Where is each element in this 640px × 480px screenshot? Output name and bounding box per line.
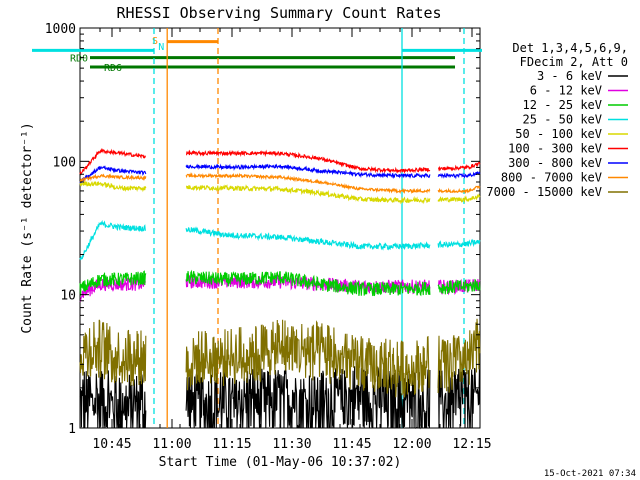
series-line: [437, 171, 481, 180]
y-axis-label: Count Rate (s⁻¹ detector⁻¹): [20, 122, 35, 333]
series-line: [79, 181, 147, 193]
series-line: [185, 269, 431, 297]
legend-label: 6 - 12 keV: [530, 84, 602, 98]
axes: 1 10 100 1000 10:45 11:00 11:15 11:30 11:45 12:00…: [45, 22, 492, 452]
series-line: [79, 370, 147, 429]
series-25to50kev: [79, 219, 481, 261]
series-line: [438, 161, 481, 172]
x-tick-label: 12:15: [452, 437, 491, 452]
legend-label: 100 - 300 keV: [508, 142, 602, 156]
y-tick-label: 10: [60, 289, 76, 304]
x-axis-label: Start Time (01-May-06 10:37:02): [159, 455, 402, 470]
legend-label: 800 - 7000 keV: [501, 171, 602, 185]
series-line: [437, 318, 481, 394]
series-100to300kev: [79, 147, 481, 176]
status-bar-label: RD0: [70, 54, 88, 65]
series-3to6kev: [79, 366, 481, 430]
series-line: [185, 163, 431, 180]
series-line: [79, 165, 147, 184]
x-tick-label: 11:15: [212, 437, 251, 452]
generation-timestamp: 15-Oct-2021 07:34: [544, 469, 636, 479]
series-line: [437, 238, 481, 248]
legend-label: 7000 - 15000 keV: [486, 185, 602, 199]
series-line: [185, 184, 431, 205]
y-tick-label: 1: [68, 422, 76, 437]
chart-title: RHESSI Observing Summary Count Rates: [116, 4, 441, 22]
x-tick-label: 12:00: [392, 437, 431, 452]
marker-s: S: [152, 36, 158, 47]
status-bar-label: RD6: [104, 63, 122, 74]
y-tick-label: 100: [53, 155, 76, 170]
series-300to800kev: [79, 163, 481, 184]
series-50to100kev: [79, 181, 481, 205]
series-line: [79, 319, 147, 386]
series-line: [437, 193, 481, 204]
series-line: [437, 367, 481, 429]
series-line: [186, 149, 431, 175]
x-tick-label: 11:45: [332, 437, 371, 452]
series-line: [185, 172, 431, 195]
series-7000to15000kev: [79, 318, 481, 398]
marker-n: N: [158, 42, 164, 53]
legend-label: 3 - 6 keV: [537, 69, 602, 83]
legend-label: 300 - 800 keV: [508, 156, 602, 170]
data-series: [79, 147, 481, 430]
series-800to7000kev: [79, 172, 481, 195]
series-line: [437, 278, 481, 295]
series-line: [79, 173, 147, 183]
series-line: [185, 319, 431, 398]
legend-header-line-1: Det 1,3,4,5,6,9,: [512, 41, 628, 55]
y-tick-label: 1000: [45, 22, 76, 37]
series-line: [79, 219, 147, 261]
x-tick-label: 10:45: [92, 437, 131, 452]
legend-label: 12 - 25 keV: [523, 98, 602, 112]
x-tick-label: 11:30: [272, 437, 311, 452]
series-line: [79, 270, 147, 296]
legend-label: 25 - 50 keV: [523, 113, 602, 127]
series-line: [185, 366, 431, 430]
series-line: [185, 226, 431, 251]
series-line: [437, 185, 481, 195]
status-bars: RD0 RD6 SN: [32, 36, 482, 74]
series-line: [79, 147, 146, 176]
legend-header-line-2: FDecim 2, Att 0: [520, 55, 628, 69]
series-12to25kev: [79, 269, 481, 297]
legend-label: 50 - 100 keV: [515, 127, 602, 141]
x-tick-label: 11:00: [152, 437, 191, 452]
